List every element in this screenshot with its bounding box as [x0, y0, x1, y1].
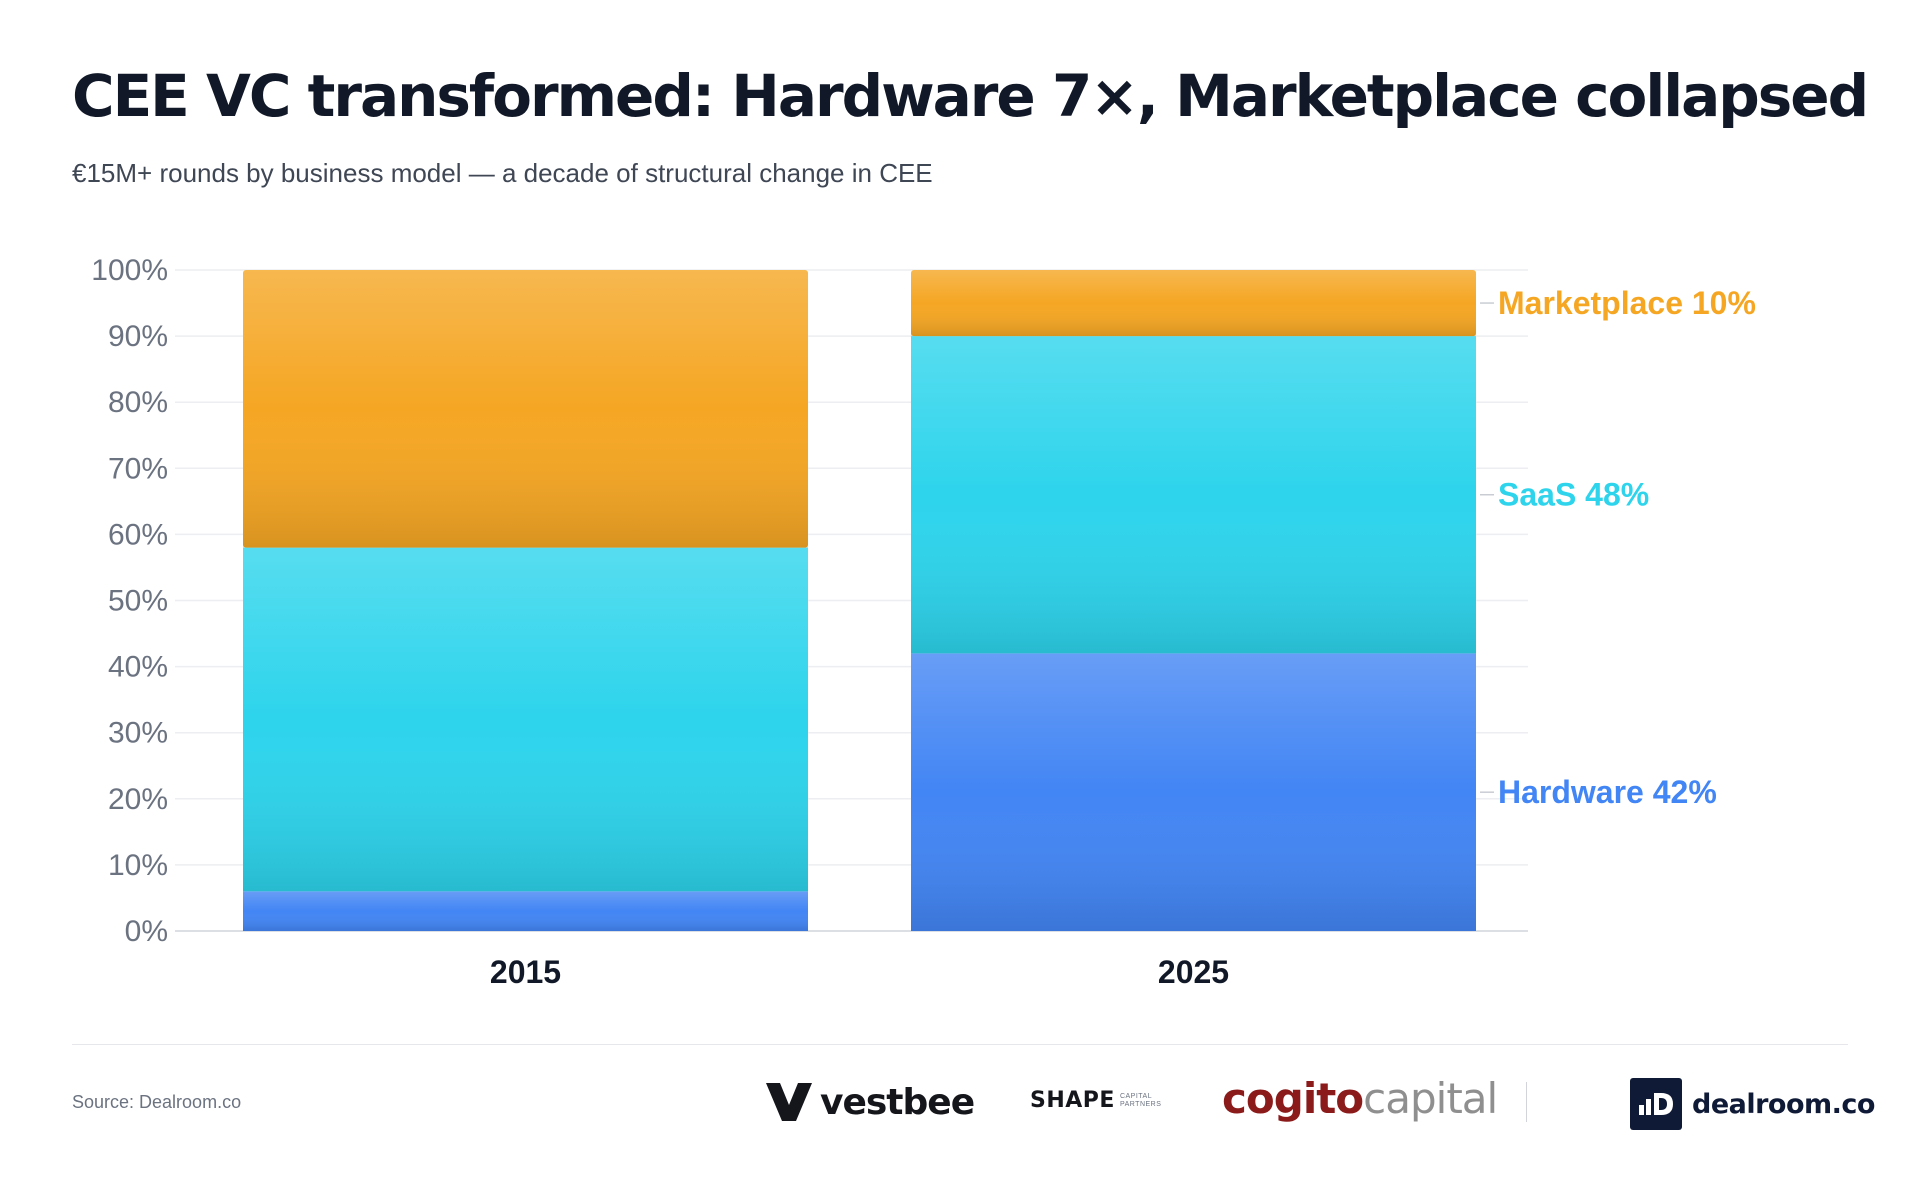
bar-segment-shade — [243, 547, 808, 892]
source-note: Source: Dealroom.co — [72, 1092, 242, 1112]
stacked-bar-chart: 0%10%20%30%40%50%60%70%80%90%100% 2015 20… — [91, 254, 1756, 990]
y-tick-label: 100% — [91, 254, 168, 287]
shape-wordmark: SHAPE — [1030, 1088, 1115, 1113]
bar-segment-shade — [243, 270, 808, 548]
y-tick-label: 20% — [108, 783, 168, 816]
x-tick-label-2015: 2015 — [490, 954, 561, 990]
shape-subtext: CAPITAL PARTNERS — [1120, 1093, 1161, 1109]
bar-segment-shade — [911, 653, 1476, 931]
bar-segment-shade — [911, 336, 1476, 654]
cogito-wordmark-2: capital — [1363, 1074, 1498, 1123]
vestbee-wordmark: vestbee — [820, 1081, 975, 1123]
x-axis: 2015 2025 — [490, 954, 1229, 990]
x-tick-label-2025: 2025 — [1158, 954, 1229, 990]
shape-subtext-1: CAPITAL — [1119, 1092, 1153, 1100]
dealroom-mark-icon — [1630, 1078, 1682, 1130]
y-tick-label: 10% — [108, 849, 168, 882]
cogito-wordmark-1: cogito — [1222, 1074, 1364, 1123]
cogito-capital-logo: cogitocapital — [1222, 1074, 1498, 1123]
y-tick-label: 30% — [108, 717, 168, 750]
vestbee-mark-icon — [766, 1083, 812, 1121]
bars — [243, 270, 1476, 931]
series-label-hardware: Hardware 42% — [1498, 774, 1717, 810]
chart-title: CEE VC transformed: Hardware 7×, Marketp… — [72, 62, 1869, 130]
y-tick-label: 90% — [108, 320, 168, 353]
shape-logo: SHAPE CAPITAL PARTNERS — [1030, 1088, 1161, 1113]
vestbee-logo: vestbee — [766, 1081, 975, 1123]
y-tick-label: 80% — [108, 386, 168, 419]
chart-subtitle: €15M+ rounds by business model — a decad… — [72, 158, 933, 188]
dealroom-wordmark: dealroom.co — [1692, 1088, 1875, 1120]
series-labels: Hardware 42% SaaS 48% Marketplace 10% — [1480, 285, 1756, 810]
footer-divider — [72, 1044, 1848, 1045]
series-label-marketplace: Marketplace 10% — [1498, 285, 1756, 321]
y-tick-label: 0% — [125, 915, 168, 948]
bar-segment-shade — [911, 270, 1476, 337]
y-tick-label: 50% — [108, 585, 168, 618]
bar-segment-shade — [243, 891, 808, 931]
y-tick-label: 70% — [108, 452, 168, 485]
y-tick-label: 40% — [108, 651, 168, 684]
series-label-saas: SaaS 48% — [1498, 477, 1649, 513]
y-tick-label: 60% — [108, 518, 168, 551]
logo-separator — [1526, 1082, 1527, 1122]
shape-subtext-2: PARTNERS — [1119, 1100, 1162, 1108]
y-axis: 0% 10% 20% 30% 40% 50% 60% 70% 80% 90% 100% — [91, 254, 168, 948]
dealroom-logo: dealroom.co — [1630, 1078, 1875, 1130]
